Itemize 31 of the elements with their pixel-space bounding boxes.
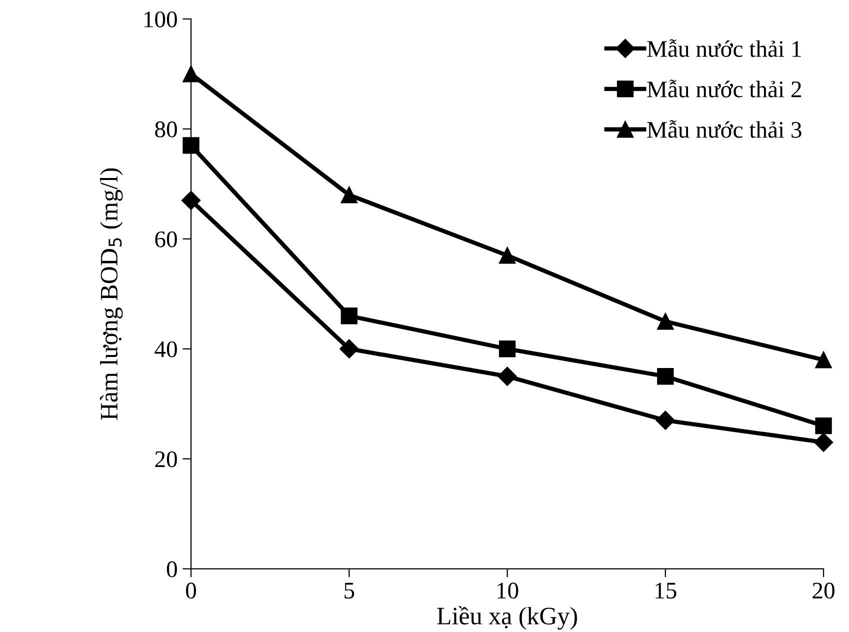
point bbox=[181, 190, 201, 210]
point bbox=[498, 340, 516, 358]
point bbox=[182, 66, 200, 82]
point bbox=[657, 313, 674, 330]
point bbox=[815, 352, 832, 368]
point bbox=[657, 368, 674, 385]
legend-label: Mẫu nước thải 1 bbox=[647, 39, 801, 57]
y-tick-label: 60 bbox=[155, 231, 177, 248]
point bbox=[182, 137, 200, 154]
y-tick-label: 20 bbox=[155, 451, 177, 468]
x-tick-label: 15 bbox=[656, 582, 676, 599]
y-tick-label: 100 bbox=[144, 11, 177, 28]
point bbox=[340, 186, 358, 204]
legend-label: Mẫu nước thải 2 bbox=[647, 80, 801, 98]
point bbox=[498, 247, 516, 264]
x-tick-label: 10 bbox=[498, 582, 518, 599]
point bbox=[815, 418, 832, 434]
y-tick-label: 40 bbox=[154, 341, 177, 358]
point bbox=[340, 308, 358, 324]
y-tick-label: 0 bbox=[166, 561, 177, 578]
point bbox=[498, 366, 517, 386]
y-tick-label: 80 bbox=[155, 121, 177, 138]
point bbox=[340, 339, 359, 358]
x-tick-label: 0 bbox=[186, 582, 196, 599]
point bbox=[814, 432, 834, 452]
x-tick-label: 20 bbox=[812, 582, 834, 599]
legend-label: Mẫu nước thải 3 bbox=[647, 120, 802, 138]
x-axis-title: Liều xạ (kGy) bbox=[437, 606, 577, 630]
y-axis-title: Hàm lượng BOD$_{5}$ (mg/l) bbox=[100, 168, 123, 420]
x-tick-label: 5 bbox=[344, 582, 354, 599]
point bbox=[656, 410, 675, 430]
